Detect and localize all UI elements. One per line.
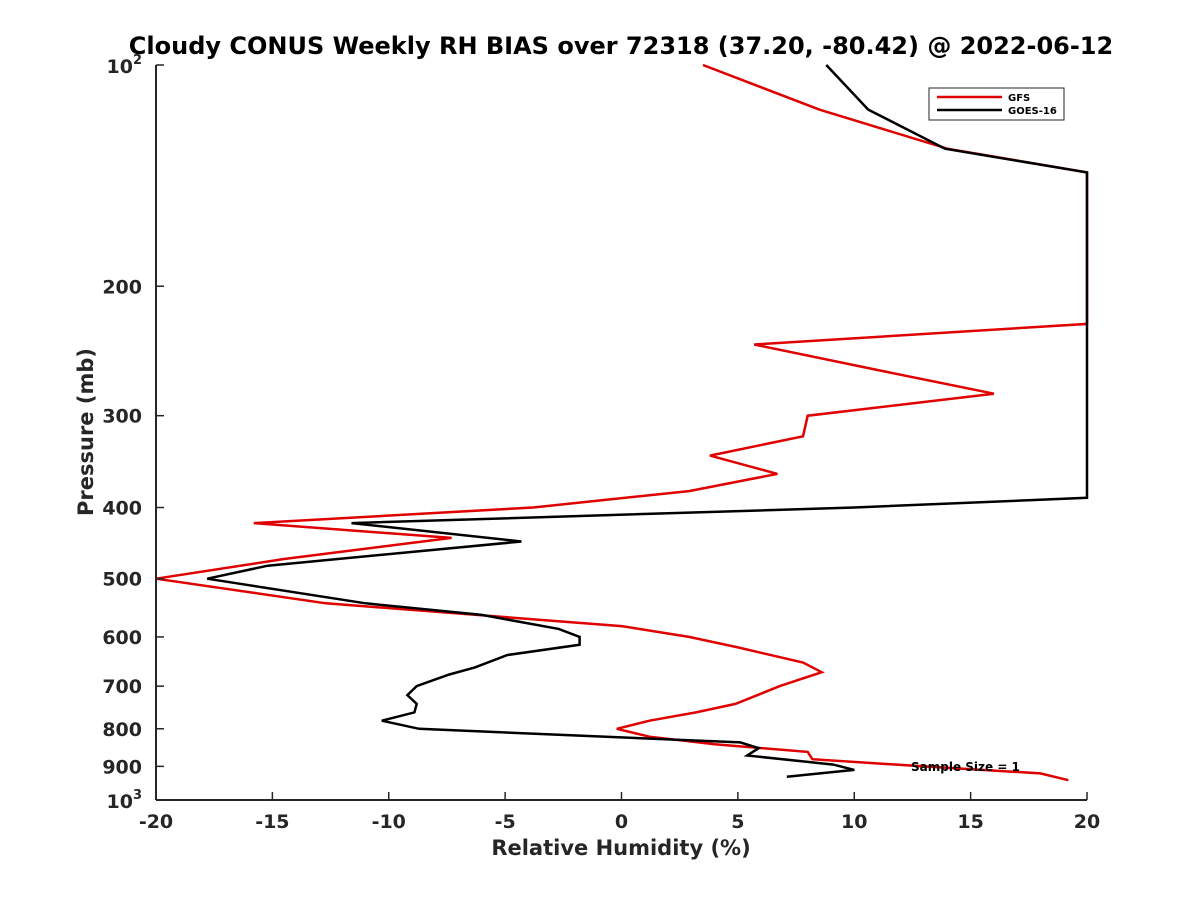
x-tick-label: 0 (615, 811, 628, 833)
chart-title: Cloudy CONUS Weekly RH BIAS over 72318 (… (129, 32, 1113, 60)
sample-size-annotation: Sample Size = 1 (911, 760, 1020, 774)
x-tick-label: 20 (1074, 811, 1100, 833)
series-line-gfs (155, 63, 1089, 782)
x-tick-label: -15 (255, 811, 289, 833)
x-tick-label: -20 (139, 811, 173, 833)
x-axis-label: Relative Humidity (%) (491, 836, 750, 860)
legend-label-goes-16: GOES-16 (1008, 106, 1057, 117)
legend-label-gfs: GFS (1008, 93, 1030, 104)
y-tick-label: 800 (102, 719, 142, 741)
y-tick-label: 103 (107, 788, 143, 813)
y-tick-label: 600 (102, 627, 142, 649)
y-tick-label: 500 (102, 569, 142, 591)
y-tick-label: 700 (102, 676, 142, 698)
x-tick-label: 10 (841, 811, 867, 833)
legend-box (928, 87, 1065, 121)
x-tick-label: 15 (957, 811, 983, 833)
series-layer (155, 63, 1089, 782)
y-tick-label: 400 (102, 498, 142, 520)
x-axis-ticks: -20 -15 -10 -5 0 5 10 15 20 (139, 792, 1100, 833)
x-tick-label: -10 (372, 811, 406, 833)
x-tick-label: -5 (495, 811, 516, 833)
y-tick-label: 300 (102, 406, 142, 428)
x-tick-label: 5 (731, 811, 744, 833)
legend: GFS GOES-16 (928, 87, 1065, 121)
y-axis-label: Pressure (mb) (74, 348, 98, 516)
y-tick-label: 200 (102, 276, 142, 298)
y-axis-ticks: 102 200 300 400 500 600 700 800 900 103 (102, 53, 164, 813)
y-tick-label: 102 (107, 53, 143, 78)
series-line-goes-16 (206, 64, 1089, 779)
y-tick-label: 900 (102, 756, 142, 778)
